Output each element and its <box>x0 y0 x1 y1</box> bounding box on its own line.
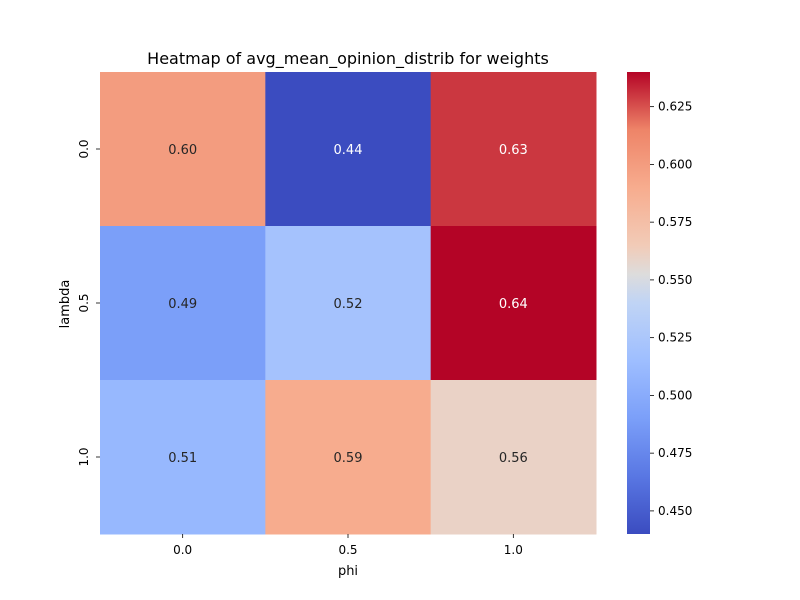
heatmap-cell <box>430 380 597 535</box>
heatmap-cell <box>265 72 432 227</box>
y-tick-label: 0.5 <box>77 293 91 312</box>
colorbar <box>627 72 650 534</box>
cell-value-label: 0.49 <box>168 297 197 312</box>
colorbar-ticks: 0.450 0.475 0.500 0.525 0.550 0.575 0.600 0.625 <box>650 100 692 518</box>
cell-value-label: 0.63 <box>499 143 528 158</box>
cell-value-label: 0.64 <box>499 297 528 312</box>
heatmap-cell <box>265 226 432 381</box>
cell-value-label: 0.59 <box>334 451 363 466</box>
cell-value-label: 0.44 <box>334 143 363 158</box>
heatmap-cell <box>100 226 266 381</box>
heatmap-cell <box>430 226 597 381</box>
chart-title: Heatmap of avg_mean_opinion_distrib for … <box>147 49 549 69</box>
cell-value-label: 0.60 <box>168 143 197 158</box>
colorbar-tick-label: 0.550 <box>658 273 692 287</box>
colorbar-tick-label: 0.600 <box>658 157 692 171</box>
heatmap-cell <box>100 72 266 227</box>
cell-value-label: 0.56 <box>499 451 528 466</box>
y-axis: 0.0 0.5 1.0 <box>77 139 100 467</box>
y-tick-label: 0.0 <box>77 139 91 158</box>
colorbar-tick-label: 0.500 <box>658 388 692 402</box>
colorbar-tick-label: 0.475 <box>658 446 692 460</box>
colorbar-tick-label: 0.525 <box>658 331 692 345</box>
colorbar-tick-label: 0.450 <box>658 504 692 518</box>
colorbar-tick-label: 0.575 <box>658 215 692 229</box>
x-tick-label: 1.0 <box>504 543 523 557</box>
x-tick-label: 0.5 <box>338 543 357 557</box>
y-tick-label: 1.0 <box>77 447 91 466</box>
cell-value-label: 0.51 <box>168 451 197 466</box>
colorbar-tick-label: 0.625 <box>658 100 692 114</box>
y-axis-label: lambda <box>58 280 73 329</box>
heatmap-cell <box>100 380 266 535</box>
heatmap-cell <box>430 72 597 227</box>
x-tick-label: 0.0 <box>173 543 192 557</box>
heatmap-cell <box>265 380 432 535</box>
cell-value-label: 0.52 <box>334 297 363 312</box>
heatmap-cell-labels: 0.60 0.44 0.63 0.49 0.52 0.64 0.51 0.59 0.56 <box>168 143 528 466</box>
heatmap-cells <box>100 72 597 535</box>
x-axis-label: phi <box>338 564 358 579</box>
x-axis: 0.0 0.5 1.0 <box>173 534 523 557</box>
